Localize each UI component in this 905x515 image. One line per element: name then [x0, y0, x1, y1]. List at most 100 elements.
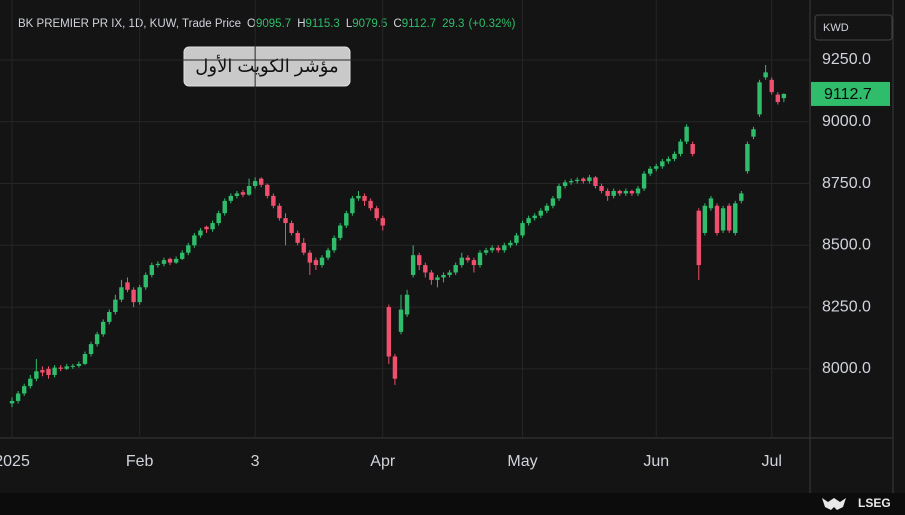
candle-body	[745, 144, 750, 172]
candle-body	[210, 223, 215, 230]
candle-body	[143, 274, 148, 288]
candle-body	[733, 203, 738, 233]
candle-body	[477, 252, 483, 266]
x-tick-label: Jul	[761, 453, 781, 470]
candle-body	[654, 166, 659, 169]
x-tick-label: 3	[251, 453, 260, 470]
candle-body	[593, 177, 598, 187]
candle-body	[252, 181, 258, 187]
x-tick-label: Feb	[126, 453, 154, 470]
candle-body	[684, 126, 689, 142]
candle-body	[544, 205, 550, 211]
brand: LSEG	[858, 496, 891, 510]
ohlc-label: H	[297, 18, 305, 30]
candle-body	[696, 210, 701, 266]
y-tick-label: 8750.0	[822, 175, 871, 192]
candle-body	[496, 247, 501, 251]
annotation-box	[183, 46, 351, 87]
candle-body	[216, 213, 221, 224]
candle-body	[149, 265, 155, 275]
candle-body	[398, 309, 404, 332]
candle-body	[550, 198, 556, 206]
candle-body	[647, 168, 653, 174]
candle-body	[781, 93, 787, 99]
candle-body	[15, 393, 21, 401]
candle-body	[392, 356, 398, 379]
x-tick-label: 2025	[0, 453, 30, 470]
candle-body	[714, 205, 720, 233]
candle-body	[58, 367, 63, 369]
candle-body	[489, 247, 495, 251]
brand-icon	[822, 498, 846, 510]
candle-body	[726, 205, 732, 231]
candle-body	[441, 274, 446, 278]
candle-body	[113, 299, 118, 313]
candle-body	[538, 210, 543, 216]
candle-body	[635, 188, 641, 194]
candle-body	[386, 307, 392, 357]
candle-body	[575, 179, 580, 182]
currency: KWD	[823, 22, 849, 34]
candle-body	[28, 378, 33, 387]
candle-body	[556, 186, 562, 199]
candle-body	[526, 218, 531, 224]
candle-body	[46, 368, 51, 376]
candle-body	[319, 257, 325, 266]
candle-body	[720, 208, 726, 231]
candle-body	[186, 245, 191, 253]
candle-body	[599, 186, 604, 191]
candle-body	[502, 245, 507, 251]
candle-body	[21, 386, 27, 394]
currency-box[interactable]	[814, 14, 893, 41]
candle-body	[271, 195, 276, 206]
candle-body	[708, 198, 714, 209]
candle-body	[562, 182, 568, 187]
candle-body	[605, 190, 610, 196]
candle-body	[40, 370, 45, 373]
candle-body	[34, 371, 39, 379]
ohlc-value: 9079.5	[352, 18, 387, 30]
candle-body	[52, 367, 57, 376]
candle-body	[417, 255, 422, 266]
candle-body	[356, 195, 361, 199]
candle-body	[483, 250, 489, 253]
candle-body	[508, 242, 513, 246]
candle-body	[70, 365, 76, 367]
candle-body	[240, 192, 246, 195]
ohlc-label: C	[393, 18, 401, 30]
candle-body	[228, 195, 234, 201]
candle-body	[82, 354, 88, 364]
candle-body	[368, 200, 373, 209]
y-tick-label: 9250.0	[822, 51, 871, 68]
change-pct: (+0.32%)	[468, 18, 515, 30]
candle-body	[465, 257, 471, 261]
candle-body	[259, 178, 264, 185]
candle-body	[423, 265, 428, 273]
candle-body	[246, 186, 252, 195]
candle-body	[325, 250, 331, 258]
symbol: BK PREMIER PR IX, 1D, KUW, Trade Price	[18, 18, 241, 30]
candle-body	[125, 282, 130, 290]
x-tick-label: Jun	[643, 453, 669, 470]
candle-body	[410, 255, 416, 275]
candle-body	[344, 213, 349, 226]
candle-body	[453, 265, 458, 273]
candle-body	[155, 263, 161, 266]
candle-body	[167, 258, 173, 263]
candle-body	[265, 184, 270, 196]
candle-body	[131, 289, 136, 303]
candle-body	[301, 242, 306, 253]
candle-body	[198, 230, 203, 236]
ohlc-value: 9112.7	[402, 18, 436, 30]
candle-body	[338, 225, 343, 238]
candle-body	[234, 193, 240, 196]
candle-body	[404, 294, 410, 315]
candle-body	[587, 177, 592, 182]
annotation: مؤشر الكويت الأول	[195, 55, 338, 77]
candle-body	[666, 158, 671, 162]
candle-body	[350, 198, 355, 214]
candle-body	[611, 190, 616, 196]
candle-body	[295, 232, 300, 243]
